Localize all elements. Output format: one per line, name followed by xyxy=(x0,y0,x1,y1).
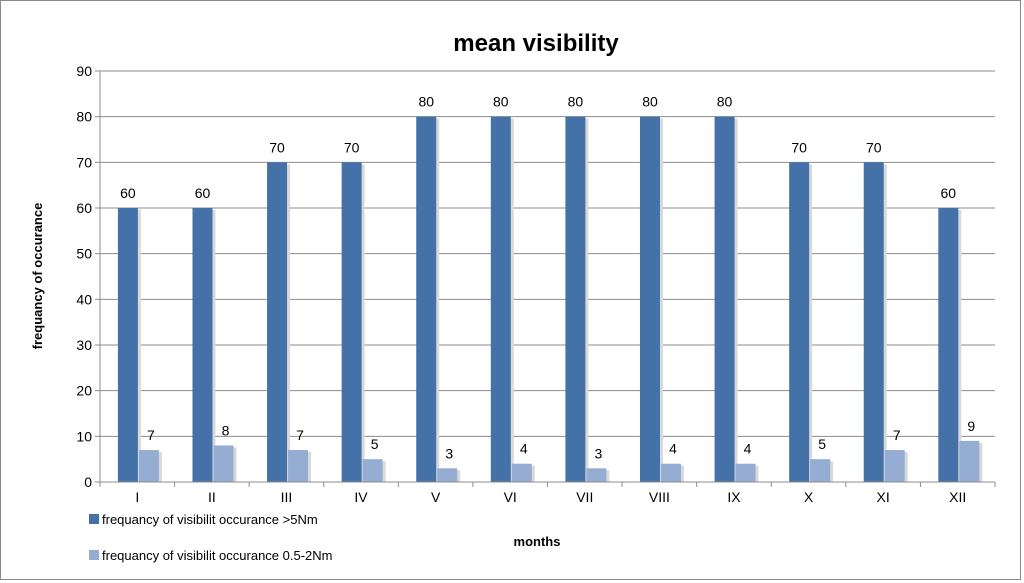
data-label-series-2: 7 xyxy=(296,427,304,443)
chart-title: mean visibility xyxy=(453,30,619,57)
x-tick-label: II xyxy=(208,489,216,505)
x-tick-label: IV xyxy=(354,489,368,505)
x-axis-ticks: I II III IV V VI VII VIII IX X XI XII xyxy=(99,481,996,505)
y-tick-label: 20 xyxy=(76,383,92,399)
y-tick-label: 40 xyxy=(76,291,92,307)
data-label-series-1: 80 xyxy=(568,94,584,110)
bar-series-2-VI xyxy=(511,463,532,482)
bar-series-1-XI xyxy=(863,162,884,483)
data-label-series-1: 60 xyxy=(195,185,211,201)
x-tick-label: III xyxy=(281,489,293,505)
bar-series-2-IX xyxy=(735,463,756,482)
data-label-series-1: 70 xyxy=(344,139,360,155)
y-tick-label: 60 xyxy=(76,200,92,216)
bar-series-1-II xyxy=(192,208,213,482)
legend: frequancy of visibilit occurance >5Nm fr… xyxy=(89,512,333,563)
bars xyxy=(117,116,983,483)
data-label-series-1: 80 xyxy=(493,94,509,110)
bar-series-2-III xyxy=(288,450,309,482)
bar-series-2-IV xyxy=(362,459,383,482)
data-label-series-2: 4 xyxy=(669,441,677,457)
bar-series-2-VII xyxy=(586,468,607,482)
data-label-series-2: 4 xyxy=(744,441,752,457)
y-tick-label: 30 xyxy=(76,337,92,353)
y-tick-label: 90 xyxy=(76,63,92,79)
data-label-series-2: 7 xyxy=(147,427,155,443)
bar-series-1-IV xyxy=(341,162,362,483)
y-tick-label: 70 xyxy=(76,154,92,170)
legend-swatch-series-1 xyxy=(89,514,99,524)
bar-series-2-V xyxy=(437,468,458,482)
bar-series-2-XII xyxy=(959,440,980,482)
bar-series-1-X xyxy=(789,162,810,483)
bar-series-2-VIII xyxy=(660,463,681,482)
x-tick-label: IX xyxy=(727,489,741,505)
legend-label-series-1: frequancy of visibilit occurance >5Nm xyxy=(102,512,318,527)
legend-swatch-series-2 xyxy=(89,550,99,560)
data-label-series-2: 5 xyxy=(818,436,826,452)
data-label-series-1: 60 xyxy=(120,185,136,201)
y-axis-label: frequancy of occurance xyxy=(30,203,45,350)
data-label-series-1: 60 xyxy=(941,185,957,201)
bar-series-2-XI xyxy=(884,450,905,482)
data-label-series-2: 3 xyxy=(595,445,603,461)
x-tick-label: VIII xyxy=(649,489,670,505)
bar-series-1-VII xyxy=(565,116,586,483)
data-label-series-1: 80 xyxy=(717,94,733,110)
x-axis-label: months xyxy=(514,534,561,549)
x-tick-label: X xyxy=(804,489,814,505)
bar-series-1-I xyxy=(117,208,138,482)
data-labels: 60 7 60 8 70 7 70 5 80 3 80 4 80 3 80 4 80 4 70 5 70 7 60 9 xyxy=(120,94,975,462)
data-label-series-2: 9 xyxy=(967,418,975,434)
bar-series-1-III xyxy=(267,162,288,483)
data-label-series-2: 7 xyxy=(893,427,901,443)
data-label-series-2: 3 xyxy=(445,445,453,461)
data-label-series-1: 80 xyxy=(642,94,658,110)
data-label-series-1: 80 xyxy=(418,94,434,110)
legend-label-series-2: frequancy of visibilit occurance 0.5-2Nm xyxy=(102,548,333,563)
x-tick-label: I xyxy=(135,489,139,505)
x-tick-label: VI xyxy=(504,489,517,505)
y-tick-label: 0 xyxy=(84,474,92,490)
bar-series-2-II xyxy=(213,445,234,482)
bar-series-1-VI xyxy=(490,116,511,483)
y-tick-label: 10 xyxy=(76,428,92,444)
bar-series-1-V xyxy=(416,116,437,483)
data-label-series-2: 4 xyxy=(520,441,528,457)
data-label-series-2: 8 xyxy=(222,422,230,438)
y-tick-label: 80 xyxy=(76,109,92,125)
x-tick-label: V xyxy=(431,489,441,505)
x-tick-label: VII xyxy=(576,489,593,505)
bar-series-1-VIII xyxy=(639,116,660,483)
bar-series-1-IX xyxy=(714,116,735,483)
data-label-series-1: 70 xyxy=(269,139,285,155)
y-tick-label: 50 xyxy=(76,246,92,262)
data-label-series-1: 70 xyxy=(791,139,807,155)
y-axis-ticks: 0 10 20 30 40 50 60 70 80 90 xyxy=(76,63,100,490)
bar-series-2-I xyxy=(138,450,159,482)
gridlines xyxy=(99,70,995,483)
x-tick-label: XII xyxy=(949,489,966,505)
bar-series-2-X xyxy=(810,459,831,482)
bar-series-1-XII xyxy=(938,208,959,482)
x-tick-label: XI xyxy=(877,489,890,505)
data-label-series-2: 5 xyxy=(371,436,379,452)
data-label-series-1: 70 xyxy=(866,139,882,155)
